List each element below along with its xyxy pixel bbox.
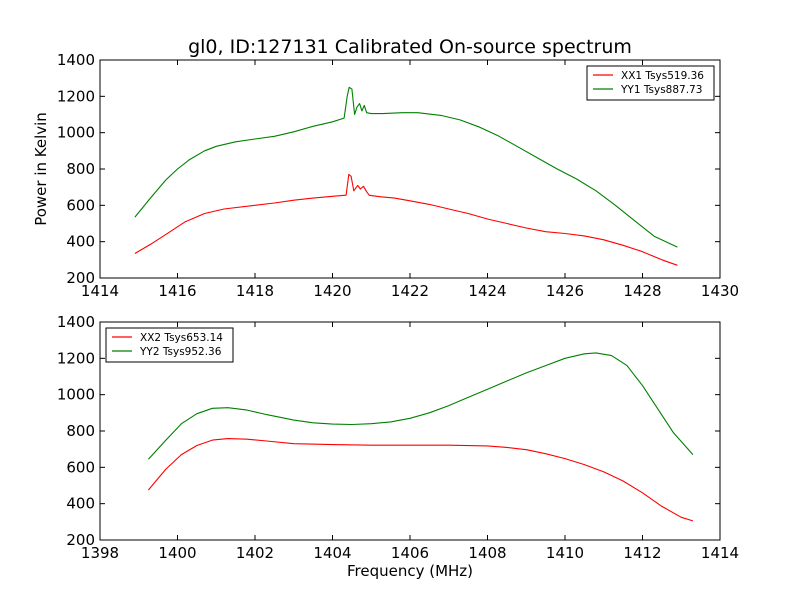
bottom-x-tick-label: 1406 (391, 544, 429, 562)
bottom-series-line-1 (147, 438, 694, 522)
x-axis-label: Frequency (MHz) (347, 562, 473, 580)
top-x-tick-label: 1422 (391, 282, 429, 300)
bottom-x-tick-label: 1410 (546, 544, 584, 562)
top-x-tick-label: 1414 (81, 282, 119, 300)
top-y-tick-label: 400 (66, 233, 95, 251)
bottom-x-tick-label: 1412 (623, 544, 661, 562)
top-series-line-1 (134, 173, 678, 266)
bottom-y-tick-label: 800 (66, 422, 95, 440)
top-legend-box (586, 65, 715, 101)
bottom-y-tick-label: 400 (66, 495, 95, 513)
bottom-x-tick-label: 1400 (158, 544, 196, 562)
bottom-legend-label-2: YY2 Tsys952.36 (139, 346, 222, 358)
chart-title: gl0, ID:127131 Calibrated On-source spec… (188, 36, 632, 58)
top-y-tick-label: 1400 (57, 51, 95, 69)
top-x-tick-label: 1420 (313, 282, 351, 300)
top-y-tick-label: 1200 (57, 87, 95, 105)
bottom-y-tick-label: 200 (66, 531, 95, 549)
top-x-tick-label: 1428 (623, 282, 661, 300)
top-x-tick-label: 1430 (701, 282, 739, 300)
top-legend-label-2: YY1 Tsys887.73 (620, 84, 702, 96)
top-x-tick-label: 1424 (468, 282, 506, 300)
top-x-tick-label: 1418 (236, 282, 274, 300)
top-y-tick-label: 1000 (57, 124, 95, 142)
top-x-tick-label: 1426 (546, 282, 584, 300)
bottom-y-tick-label: 1000 (57, 386, 95, 404)
bottom-x-tick-label: 1414 (701, 544, 739, 562)
top-y-tick-label: 800 (66, 160, 95, 178)
bottom-legend: XX2 Tsys653.14 YY2 Tsys952.36 (105, 327, 234, 363)
top-y-tick-label: 600 (66, 196, 95, 214)
top-subplot: 1414 1416 1418 1420 1422 1424 1426 1428 1430 200 4… (57, 51, 739, 300)
bottom-legend-label-1: XX2 Tsys653.14 (140, 332, 223, 344)
top-legend-label-1: XX1 Tsys519.36 (621, 70, 704, 82)
top-series-line-2 (134, 86, 678, 248)
bottom-subplot: 1398 1400 1402 1404 1406 1408 1410 1412 1414 200 4… (57, 313, 739, 562)
bottom-series-line-2 (147, 352, 694, 460)
bottom-y-tick-label: 1200 (57, 349, 95, 367)
bottom-x-tick-label: 1398 (81, 544, 119, 562)
bottom-x-tick-label: 1408 (468, 544, 506, 562)
bottom-y-tick-label: 600 (66, 458, 95, 476)
y-axis-label: Power in Kelvin (32, 112, 50, 226)
top-y-tick-label: 200 (66, 269, 95, 287)
bottom-x-tick-label: 1402 (236, 544, 274, 562)
bottom-y-tick-label: 1400 (57, 313, 95, 331)
bottom-x-tick-label: 1404 (313, 544, 351, 562)
top-legend: XX1 Tsys519.36 YY1 Tsys887.73 (586, 65, 715, 101)
top-x-tick-label: 1416 (158, 282, 196, 300)
bottom-legend-box (105, 327, 234, 363)
